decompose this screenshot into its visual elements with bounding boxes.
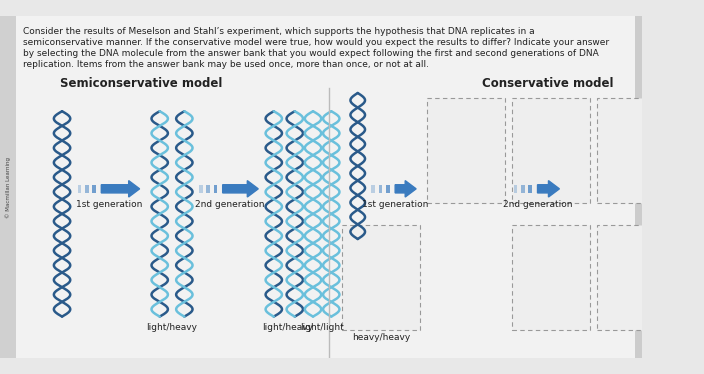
Bar xyxy=(512,225,589,330)
Bar xyxy=(386,185,390,193)
Text: Conservative model: Conservative model xyxy=(482,77,613,90)
FancyArrow shape xyxy=(222,181,258,197)
Bar xyxy=(199,185,203,193)
FancyArrow shape xyxy=(395,181,416,197)
Bar xyxy=(372,185,375,193)
Text: light/heavy: light/heavy xyxy=(146,323,197,332)
Bar xyxy=(206,185,210,193)
Bar xyxy=(85,185,89,193)
Bar xyxy=(512,98,589,202)
Text: 2nd generation: 2nd generation xyxy=(503,200,572,209)
Text: by selecting the DNA molecule from the answer bank that you would expect followi: by selecting the DNA molecule from the a… xyxy=(23,49,598,58)
Bar xyxy=(597,98,674,202)
Bar xyxy=(597,225,674,330)
Bar xyxy=(0,16,16,358)
Text: Consider the results of Meselson and Stahl’s experiment, which supports the hypo: Consider the results of Meselson and Sta… xyxy=(23,27,534,36)
Bar xyxy=(342,225,420,330)
FancyArrow shape xyxy=(101,181,139,197)
Bar xyxy=(427,98,505,202)
Text: heavy/heavy: heavy/heavy xyxy=(352,333,410,342)
Text: semiconservative manner. If the conservative model were true, how would you expe: semiconservative manner. If the conserva… xyxy=(23,38,609,47)
Bar xyxy=(213,185,218,193)
Bar xyxy=(635,16,643,358)
Bar xyxy=(77,185,81,193)
Text: replication. Items from the answer bank may be used once, more than once, or not: replication. Items from the answer bank … xyxy=(23,60,429,69)
Text: light/light: light/light xyxy=(301,323,344,332)
Bar xyxy=(514,185,517,193)
Text: light/heavy: light/heavy xyxy=(262,323,313,332)
Bar xyxy=(521,185,524,193)
Text: 1st generation: 1st generation xyxy=(362,200,428,209)
Bar xyxy=(529,185,532,193)
FancyArrow shape xyxy=(538,181,560,197)
Bar xyxy=(379,185,382,193)
Text: 1st generation: 1st generation xyxy=(76,200,143,209)
Text: © Macmillan Learning: © Macmillan Learning xyxy=(6,156,11,218)
Text: 2nd generation: 2nd generation xyxy=(195,200,265,209)
Text: Semiconservative model: Semiconservative model xyxy=(61,77,222,90)
Bar xyxy=(92,185,96,193)
